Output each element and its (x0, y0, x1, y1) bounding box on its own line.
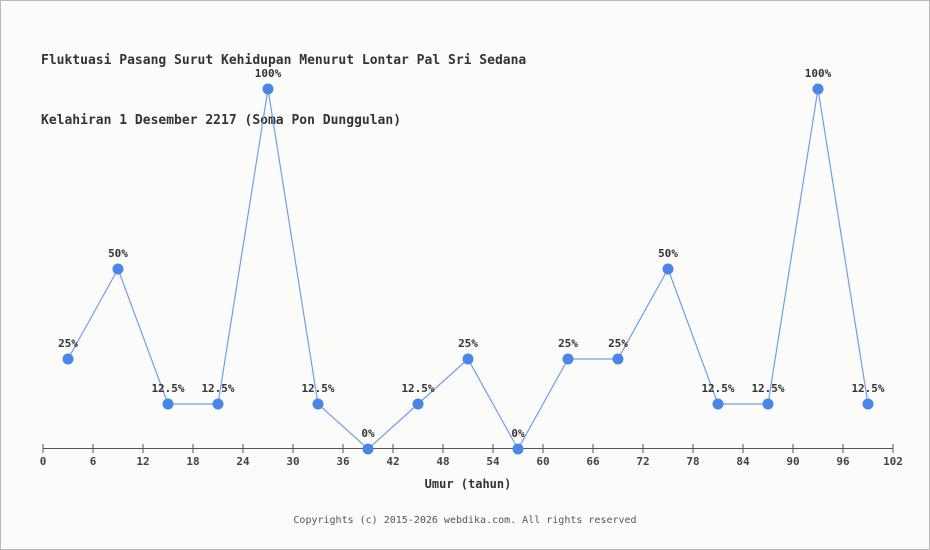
data-point-label: 100% (255, 67, 282, 80)
x-tick-label: 54 (486, 455, 500, 468)
data-point (562, 353, 574, 365)
x-tick-label: 66 (586, 455, 600, 468)
x-tick-label: 78 (686, 455, 699, 468)
data-point (262, 83, 274, 95)
x-tick-label: 102 (883, 455, 903, 468)
data-point-label: 25% (58, 337, 78, 350)
data-point-label: 12.5% (301, 382, 334, 395)
x-tick-label: 6 (90, 455, 97, 468)
data-point-label: 0% (361, 427, 375, 440)
x-tick-label: 24 (236, 455, 250, 468)
x-tick-label: 30 (286, 455, 299, 468)
data-point-label: 12.5% (151, 382, 184, 395)
x-tick-label: 36 (336, 455, 350, 468)
data-point-label: 25% (458, 337, 478, 350)
data-point (712, 398, 724, 410)
data-point-label: 25% (608, 337, 628, 350)
data-point (812, 83, 824, 95)
copyright-text: Copyrights (c) 2015-2026 webdika.com. Al… (293, 515, 637, 526)
data-point-label: 12.5% (851, 382, 884, 395)
data-point (312, 398, 324, 410)
data-point-label: 12.5% (751, 382, 784, 395)
data-point-label: 50% (658, 247, 678, 260)
data-point (162, 398, 174, 410)
data-point (662, 263, 674, 275)
x-tick-label: 18 (186, 455, 199, 468)
data-point (462, 353, 474, 365)
chart-title-line1: Fluktuasi Pasang Surut Kehidupan Menurut… (41, 53, 527, 68)
x-tick-label: 12 (136, 455, 149, 468)
data-point (512, 443, 524, 455)
data-point-label: 100% (805, 67, 832, 80)
x-tick-label: 60 (536, 455, 549, 468)
x-tick-label: 96 (836, 455, 850, 468)
data-point-label: 12.5% (401, 382, 434, 395)
x-tick-label: 48 (436, 455, 449, 468)
x-tick-label: 90 (786, 455, 799, 468)
data-point-label: 12.5% (701, 382, 734, 395)
x-tick-label: 42 (386, 455, 399, 468)
data-point (862, 398, 874, 410)
data-point-label: 0% (511, 427, 525, 440)
data-point (212, 398, 224, 410)
data-point-label: 50% (108, 247, 128, 260)
x-axis-label: Umur (tahun) (425, 477, 512, 491)
data-point-label: 12.5% (201, 382, 234, 395)
data-point (762, 398, 774, 410)
data-point (62, 353, 74, 365)
x-tick-label: 84 (736, 455, 750, 468)
data-point (112, 263, 124, 275)
x-tick-label: 72 (636, 455, 649, 468)
data-point-label: 25% (558, 337, 578, 350)
data-point (362, 443, 374, 455)
data-point (612, 353, 624, 365)
data-point (412, 398, 424, 410)
x-tick-label: 0 (40, 455, 47, 468)
series-line (67, 88, 869, 451)
